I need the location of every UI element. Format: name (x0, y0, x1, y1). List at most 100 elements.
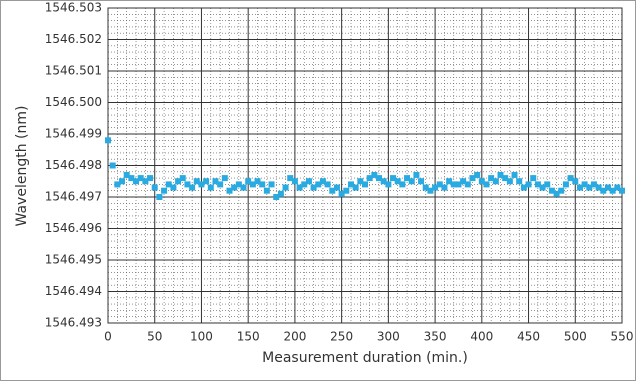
data-point (492, 178, 499, 185)
data-point (432, 184, 439, 191)
data-point (263, 187, 270, 194)
data-point (366, 175, 373, 182)
y-tick-label: 1546.498 (45, 158, 102, 172)
data-point (562, 181, 569, 188)
x-tick-label: 50 (147, 330, 162, 344)
data-point (581, 181, 588, 188)
data-point (231, 184, 238, 191)
data-point (497, 171, 504, 178)
data-point (189, 184, 196, 191)
data-point (128, 175, 135, 182)
data-point (315, 181, 322, 188)
data-point (119, 178, 126, 185)
data-point (586, 184, 593, 191)
data-point (404, 175, 411, 182)
data-point (221, 175, 228, 182)
data-point (576, 184, 583, 191)
y-tick-label: 1546.502 (45, 32, 102, 46)
data-point (147, 175, 154, 182)
data-point (133, 178, 140, 185)
data-point (520, 184, 527, 191)
data-point (170, 184, 177, 191)
data-point (530, 175, 537, 182)
x-tick-label: 500 (564, 330, 587, 344)
data-point (114, 181, 121, 188)
data-point (268, 181, 275, 188)
data-point (595, 184, 602, 191)
data-point (291, 178, 298, 185)
x-tick-label: 450 (517, 330, 540, 344)
x-tick-label: 100 (190, 330, 213, 344)
data-point (362, 181, 368, 188)
data-point (427, 187, 434, 194)
data-point (488, 175, 495, 182)
data-point (614, 184, 621, 191)
data-point (207, 184, 214, 191)
x-tick-label: 350 (424, 330, 447, 344)
data-point (478, 178, 485, 185)
data-point (464, 181, 471, 188)
data-point (310, 184, 317, 191)
x-tick-label: 300 (377, 330, 400, 344)
data-point (441, 184, 448, 191)
data-point (446, 178, 453, 185)
data-point (413, 171, 420, 178)
data-point (305, 178, 312, 185)
data-point (301, 181, 308, 188)
data-point (483, 181, 490, 188)
data-point (544, 181, 551, 188)
data-point (385, 181, 392, 188)
data-point (604, 184, 611, 191)
data-point (558, 187, 565, 194)
data-point (455, 181, 462, 188)
y-tick-label: 1546.493 (45, 316, 102, 330)
data-point (548, 187, 555, 194)
data-point (619, 187, 625, 194)
data-point (240, 184, 247, 191)
data-point (408, 178, 415, 185)
data-point (506, 178, 513, 185)
x-axis-title: Measurement duration (min.) (262, 350, 468, 366)
data-point (590, 181, 597, 188)
data-point (450, 181, 457, 188)
data-point (333, 184, 340, 191)
data-point (193, 178, 200, 185)
data-point (380, 178, 387, 185)
data-point (390, 175, 397, 182)
x-tick-label: 400 (470, 330, 493, 344)
data-point (165, 181, 172, 188)
data-point (343, 187, 350, 194)
data-point (109, 162, 116, 169)
data-point (198, 181, 205, 188)
data-point (161, 187, 168, 194)
data-point (226, 187, 233, 194)
data-point (553, 190, 560, 197)
data-point (259, 181, 266, 188)
data-point (474, 171, 481, 178)
data-point (572, 178, 579, 185)
data-point (600, 187, 607, 194)
data-point (217, 181, 224, 188)
data-point (347, 181, 354, 188)
data-point (175, 178, 182, 185)
data-point (137, 175, 144, 182)
data-point (105, 137, 111, 144)
data-point (539, 184, 546, 191)
x-tick-label: 200 (283, 330, 306, 344)
data-point (142, 178, 149, 185)
x-tick-label: 550 (611, 330, 634, 344)
data-point (319, 178, 326, 185)
data-point (525, 181, 532, 188)
data-point (436, 181, 443, 188)
data-point (609, 187, 616, 194)
y-tick-label: 1546.495 (45, 253, 102, 267)
y-tick-label: 1546.497 (45, 190, 102, 204)
data-point (534, 181, 541, 188)
data-point (394, 178, 401, 185)
data-point (249, 181, 256, 188)
data-point (245, 178, 252, 185)
y-tick-label: 1546.500 (45, 95, 102, 109)
data-point (296, 184, 303, 191)
y-tick-label: 1546.496 (45, 221, 102, 235)
data-point (254, 178, 261, 185)
